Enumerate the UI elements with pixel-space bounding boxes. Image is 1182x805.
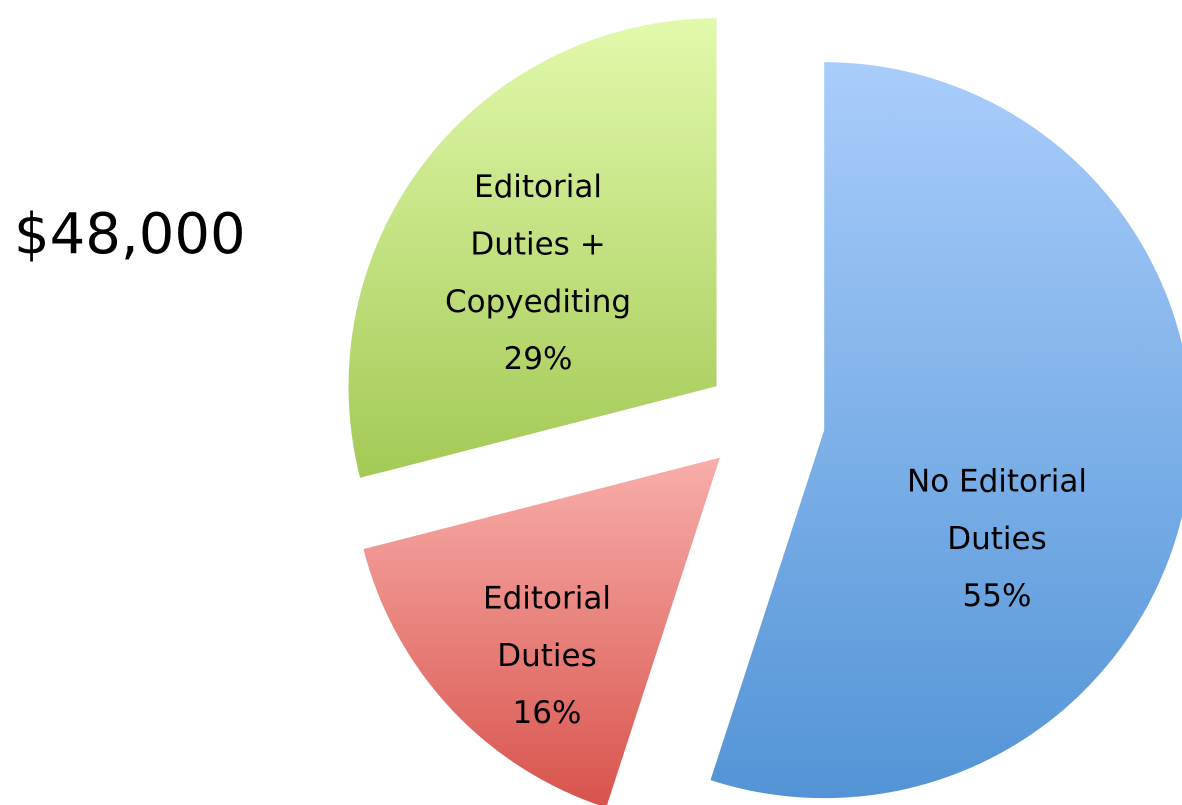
slice-value-label: 55% — [963, 578, 1032, 614]
slice-label: No Editorial Duties — [907, 463, 1087, 557]
slice-label: Editorial Duties + Copyediting — [445, 168, 631, 319]
slice-value-label: 29% — [504, 341, 573, 377]
pie-slice — [363, 457, 720, 805]
slice-value-label: 16% — [513, 695, 582, 731]
pie-slice — [710, 62, 1182, 799]
slice-label: Editorial Duties — [483, 580, 611, 674]
chart-title: $48,000 — [14, 202, 246, 267]
pie-slice — [348, 18, 717, 478]
